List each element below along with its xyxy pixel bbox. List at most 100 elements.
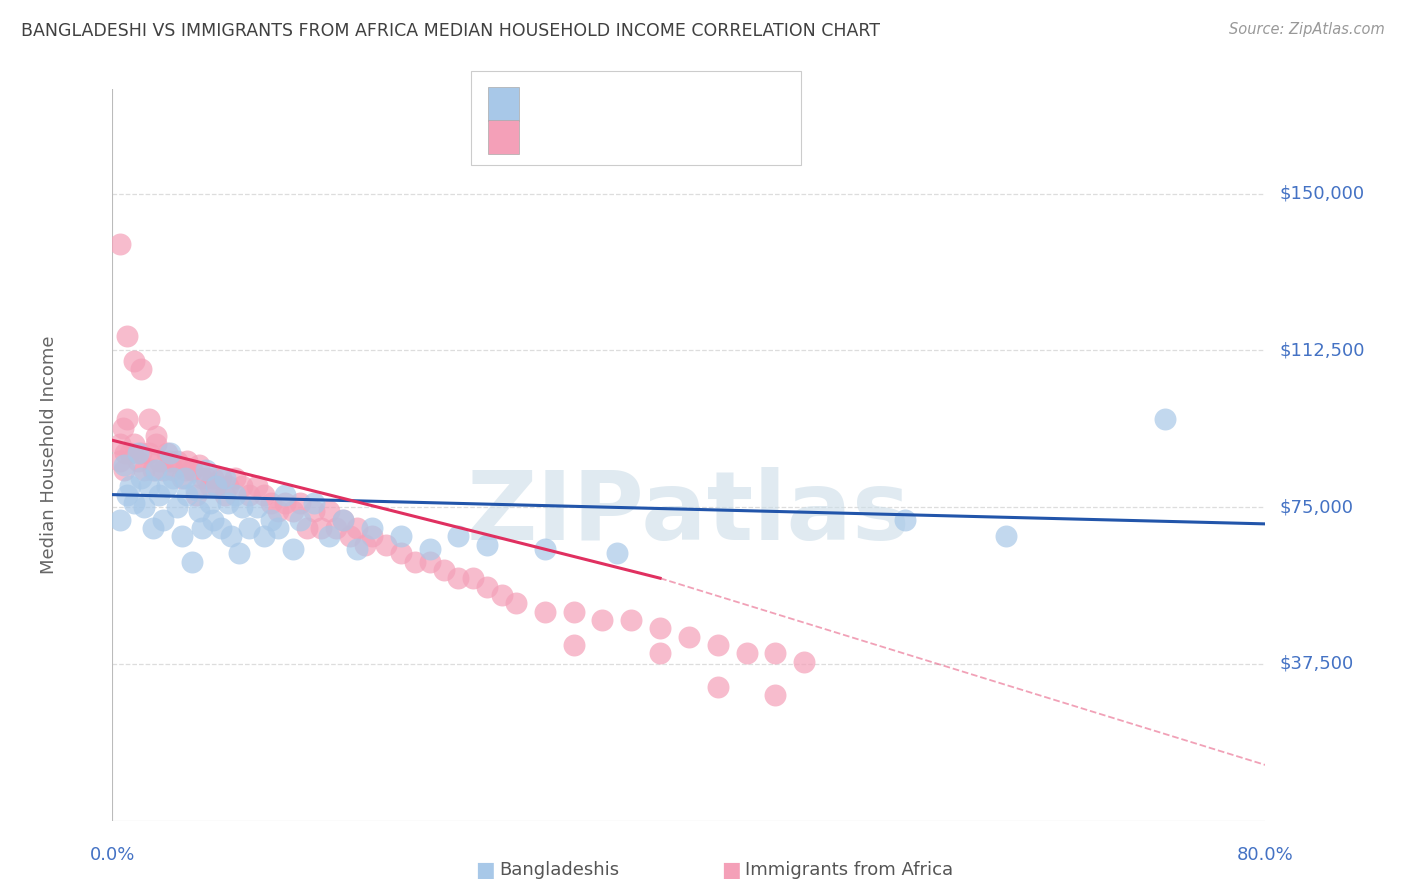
Text: R =: R =	[533, 128, 572, 146]
Point	[159, 454, 181, 468]
Point	[200, 496, 222, 510]
Point	[592, 613, 614, 627]
Point	[122, 496, 145, 510]
Point	[191, 521, 214, 535]
Point	[332, 513, 354, 527]
Point	[461, 571, 484, 585]
Point	[176, 488, 198, 502]
Point	[200, 479, 222, 493]
Point	[260, 496, 283, 510]
Point	[115, 412, 138, 426]
Point	[202, 513, 225, 527]
Text: Median Household Income: Median Household Income	[39, 335, 58, 574]
Point	[134, 500, 156, 515]
Point	[706, 680, 728, 694]
Point	[188, 504, 211, 518]
Point	[389, 546, 412, 560]
Text: BANGLADESHI VS IMMIGRANTS FROM AFRICA MEDIAN HOUSEHOLD INCOME CORRELATION CHART: BANGLADESHI VS IMMIGRANTS FROM AFRICA ME…	[21, 22, 880, 40]
Point	[129, 446, 153, 460]
Point	[156, 446, 179, 460]
Point	[253, 488, 276, 502]
Point	[606, 546, 628, 560]
Point	[134, 462, 156, 476]
Point	[108, 513, 131, 527]
Point	[205, 479, 228, 493]
Point	[129, 471, 153, 485]
Text: -0.458: -0.458	[575, 128, 633, 146]
Point	[195, 462, 218, 476]
Point	[173, 471, 195, 485]
Point	[108, 454, 131, 468]
Point	[245, 479, 267, 493]
Point	[281, 504, 304, 518]
Point	[491, 588, 513, 602]
Point	[447, 571, 470, 585]
Point	[419, 541, 441, 556]
Point	[159, 446, 181, 460]
Point	[281, 541, 304, 556]
Point	[214, 488, 236, 502]
Point	[152, 462, 174, 476]
Point	[288, 513, 311, 527]
Text: $150,000: $150,000	[1279, 185, 1364, 202]
Point	[765, 688, 787, 702]
Point	[894, 513, 917, 527]
Point	[311, 521, 333, 535]
Point	[346, 521, 368, 535]
Point	[360, 521, 382, 535]
Point	[195, 471, 218, 485]
Point	[180, 554, 202, 568]
Point	[475, 538, 498, 552]
Point	[142, 462, 165, 476]
Point	[166, 454, 188, 468]
Point	[170, 471, 193, 485]
Point	[318, 529, 340, 543]
Point	[288, 496, 311, 510]
Point	[118, 446, 141, 460]
Text: $75,000: $75,000	[1279, 498, 1354, 516]
Text: Bangladeshis: Bangladeshis	[499, 861, 619, 879]
Text: Source: ZipAtlas.com: Source: ZipAtlas.com	[1229, 22, 1385, 37]
Point	[318, 504, 340, 518]
Point	[176, 454, 198, 468]
Point	[188, 458, 211, 473]
Point	[156, 479, 179, 493]
Point	[706, 638, 728, 652]
Point	[375, 538, 398, 552]
Point	[209, 521, 232, 535]
Point	[267, 521, 290, 535]
Point	[245, 500, 267, 515]
Point	[129, 362, 153, 376]
Text: ■: ■	[721, 860, 741, 880]
Point	[238, 521, 260, 535]
Point	[533, 605, 555, 619]
Point	[224, 488, 246, 502]
Point	[404, 554, 426, 568]
Point	[678, 630, 700, 644]
Text: ■: ■	[475, 860, 495, 880]
Point	[127, 446, 149, 460]
Point	[274, 496, 297, 510]
Point	[111, 421, 134, 435]
Point	[533, 541, 555, 556]
Point	[184, 488, 207, 502]
Point	[115, 328, 138, 343]
Point	[170, 529, 193, 543]
Point	[145, 437, 167, 451]
Point	[214, 471, 236, 485]
Point	[1153, 412, 1175, 426]
Point	[152, 513, 174, 527]
Point	[184, 483, 207, 498]
Point	[295, 521, 318, 535]
Point	[219, 529, 242, 543]
Point	[389, 529, 412, 543]
Point	[108, 437, 131, 451]
Text: 80.0%: 80.0%	[1237, 846, 1294, 863]
Text: ZIPatlas: ZIPatlas	[467, 467, 911, 560]
Point	[202, 471, 225, 485]
Text: 57: 57	[688, 95, 710, 113]
Point	[648, 621, 672, 635]
Point	[138, 412, 160, 426]
Text: N =: N =	[638, 128, 690, 146]
Point	[620, 613, 643, 627]
